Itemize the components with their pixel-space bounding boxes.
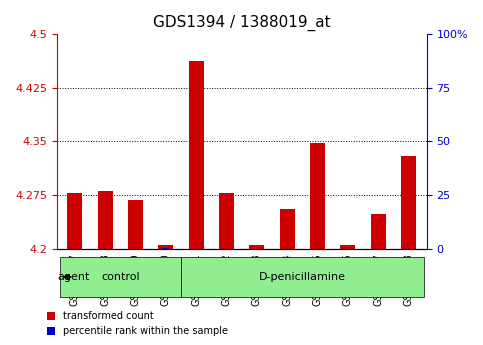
Bar [128,200,143,249]
Bar [98,191,113,249]
Text: D-penicillamine: D-penicillamine [259,272,346,282]
FancyBboxPatch shape [181,257,424,297]
Legend: transformed count, percentile rank within the sample: transformed count, percentile rank withi… [43,307,232,340]
Text: control: control [101,272,140,282]
Bar [158,245,173,249]
FancyBboxPatch shape [60,257,181,297]
Bar [189,61,204,249]
Bar [249,245,264,249]
Bar [219,193,234,249]
Bar [340,245,355,249]
Bar [401,156,416,249]
Bar [67,193,83,249]
Bar [310,144,325,249]
Text: agent: agent [57,272,90,282]
Bar [370,214,386,249]
Bar [280,209,295,249]
Title: GDS1394 / 1388019_at: GDS1394 / 1388019_at [153,15,330,31]
